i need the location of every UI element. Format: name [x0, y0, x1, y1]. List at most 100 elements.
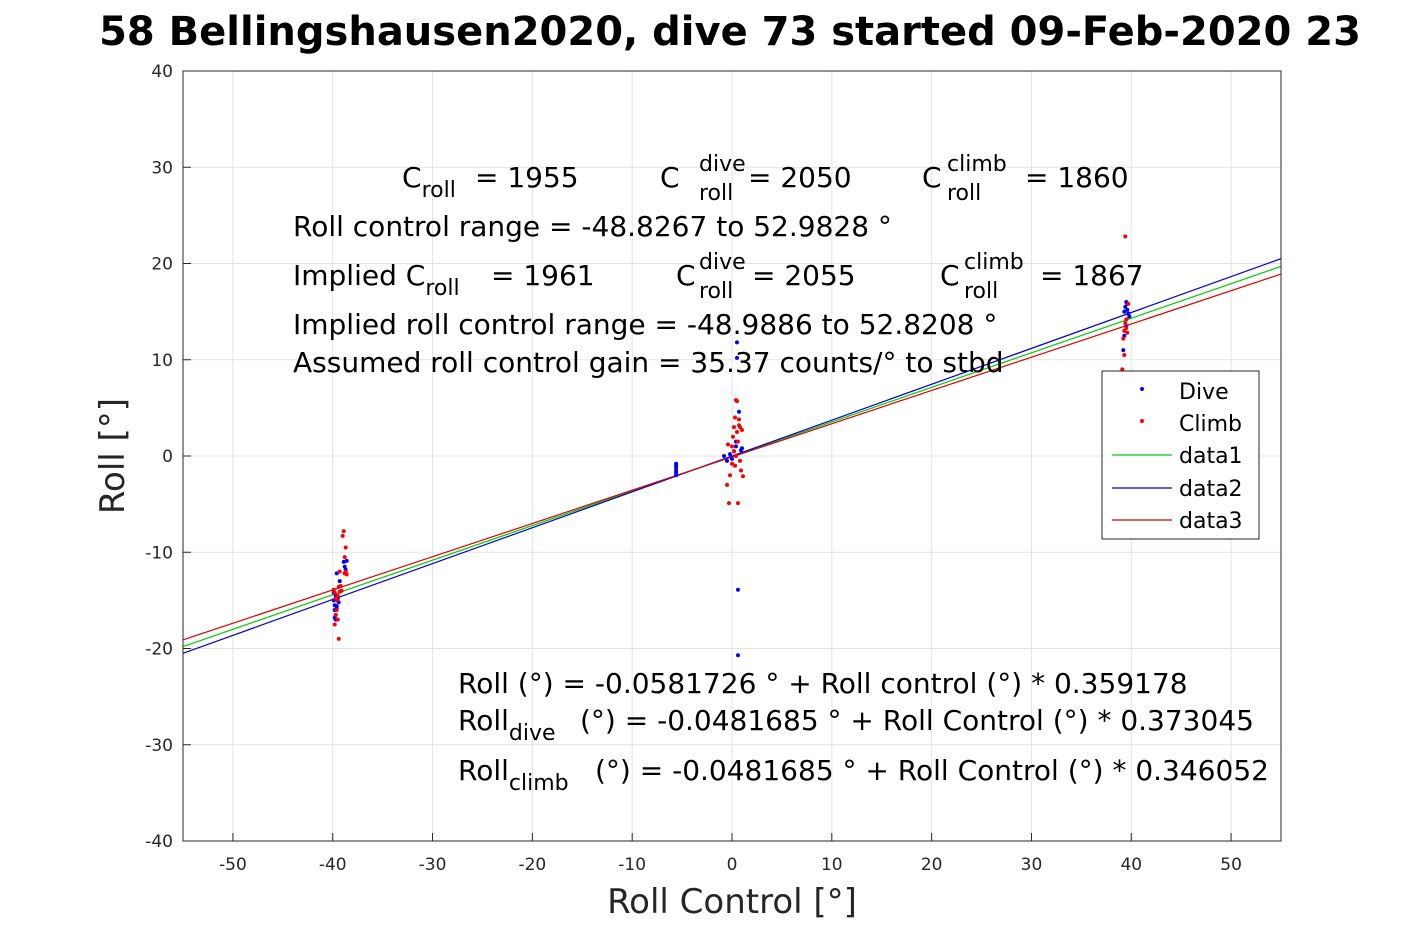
climb-point: [733, 454, 738, 458]
y-ticks: -40 -30 -20 -10 0 10 20 30 40: [145, 62, 191, 852]
dive-point: [735, 587, 740, 592]
legend-marker-Dive: [1140, 387, 1144, 391]
dive-point: [728, 452, 733, 457]
climb-point: [332, 622, 337, 627]
svg-text:(°) = -0.0481685 ° + Roll Cont: (°) = -0.0481685 ° + Roll Control (°) * …: [580, 704, 1254, 737]
chart-title: 58 Bellingshausen2020, dive 73 started 0…: [99, 9, 1361, 55]
dive-point: [735, 653, 740, 658]
svg-text:roll: roll: [947, 181, 981, 206]
y-tick-label: 40: [151, 62, 173, 82]
climb-point: [335, 593, 340, 598]
x-tick-label: 40: [1120, 855, 1142, 875]
svg-text:= 2055: = 2055: [752, 259, 856, 292]
dive-point: [736, 409, 741, 414]
x-ticks: -50 -40 -30 -20 -10 0 10 20 30 40 50: [219, 833, 1242, 875]
climb-point: [725, 482, 730, 487]
legend-label-data3: data3: [1179, 509, 1243, 534]
x-tick-label: 30: [1021, 855, 1043, 875]
climb-point: [336, 584, 341, 589]
y-tick-label: 10: [151, 351, 173, 371]
dive-point: [674, 473, 679, 478]
svg-text:climb: climb: [964, 250, 1024, 275]
x-tick-label: 50: [1220, 855, 1242, 875]
y-tick-label: -20: [145, 640, 173, 660]
dive-point: [1122, 309, 1127, 314]
y-tick-label: -10: [145, 543, 173, 563]
annotation-implied-range: Implied roll control range = -48.9886 to…: [293, 308, 997, 341]
climb-point: [734, 399, 739, 404]
dive-point: [344, 558, 349, 563]
climb-point: [1125, 330, 1130, 335]
svg-text:= 1955: = 1955: [475, 161, 579, 194]
dive-point: [1121, 348, 1126, 353]
svg-text:= 1961: = 1961: [491, 259, 595, 292]
climb-point: [739, 428, 744, 433]
svg-text:Rolldive: Rolldive: [458, 704, 556, 746]
legend-label-Dive: Dive: [1179, 380, 1229, 405]
svg-text:= 1860: = 1860: [1025, 161, 1129, 194]
svg-text:Implied Croll: Implied Croll: [293, 259, 460, 301]
y-axis-label: Roll [°]: [93, 398, 133, 514]
annotation-c-roll-climb: C climb roll = 1860: [922, 152, 1129, 206]
dive-point: [739, 446, 744, 451]
annotation-c-roll: Croll = 1955: [402, 161, 579, 203]
climb-point: [731, 449, 736, 454]
climb-point: [1122, 352, 1127, 357]
x-tick-label: -20: [518, 855, 546, 875]
svg-text:(°) = -0.0481685 ° + Roll Cont: (°) = -0.0481685 ° + Roll Control (°) * …: [595, 754, 1269, 787]
dive-point: [722, 454, 727, 458]
dive-point: [334, 571, 339, 576]
climb-point: [728, 473, 733, 478]
legend: Dive Climb data1 data2 data3: [1101, 370, 1260, 540]
equation-dive: Rolldive (°) = -0.0481685 ° + Roll Contr…: [458, 704, 1254, 746]
annotation-range: Roll control range = -48.8267 to 52.9828…: [293, 210, 892, 243]
x-tick-label: -30: [419, 855, 447, 875]
x-tick-label: 20: [921, 855, 943, 875]
climb-point: [332, 590, 337, 595]
dive-point: [730, 456, 734, 461]
climb-point: [1123, 234, 1128, 239]
climb-point: [337, 589, 342, 594]
climb-point: [340, 533, 345, 538]
annotation-implied-c-roll-climb: C climb roll = 1867: [940, 250, 1144, 304]
dive-point: [1123, 304, 1128, 309]
svg-text:= 1867: = 1867: [1040, 259, 1144, 292]
climb-point: [342, 555, 347, 560]
dive-point: [734, 355, 739, 360]
climb-point: [343, 545, 348, 550]
climb-point: [1120, 367, 1125, 372]
y-tick-label: -30: [145, 736, 173, 756]
climb-point: [1122, 328, 1127, 333]
climb-point: [335, 617, 340, 622]
climb-point: [1121, 336, 1126, 341]
legend-label-data1: data1: [1179, 444, 1243, 469]
climb-point: [732, 415, 737, 420]
y-tick-label: 30: [151, 158, 173, 178]
x-tick-label: 10: [821, 855, 843, 875]
svg-text:dive: dive: [699, 152, 746, 177]
x-tick-label: -50: [219, 855, 247, 875]
svg-text:roll: roll: [964, 279, 998, 304]
dive-point: [725, 458, 730, 463]
svg-text:C: C: [676, 259, 696, 292]
climb-point: [738, 468, 743, 473]
climb-point: [731, 425, 736, 430]
climb-point: [734, 429, 739, 434]
x-tick-label: 0: [727, 855, 738, 875]
dive-point: [734, 340, 739, 345]
legend-label-Climb: Climb: [1179, 412, 1242, 437]
climb-point: [337, 569, 342, 574]
dive-point: [1127, 314, 1132, 319]
climb-point: [736, 417, 741, 422]
svg-text:roll: roll: [699, 181, 733, 206]
climb-point: [732, 463, 737, 468]
svg-text:dive: dive: [699, 250, 746, 275]
legend-label-data2: data2: [1179, 477, 1243, 502]
equation-all: Roll (°) = -0.0581726 ° + Roll control (…: [458, 667, 1188, 700]
climb-point: [735, 501, 740, 506]
climb-point: [737, 458, 742, 463]
climb-point: [730, 444, 734, 449]
dive-point: [1125, 307, 1130, 312]
climb-point: [730, 434, 735, 439]
series-line-data2: [182, 258, 1282, 654]
